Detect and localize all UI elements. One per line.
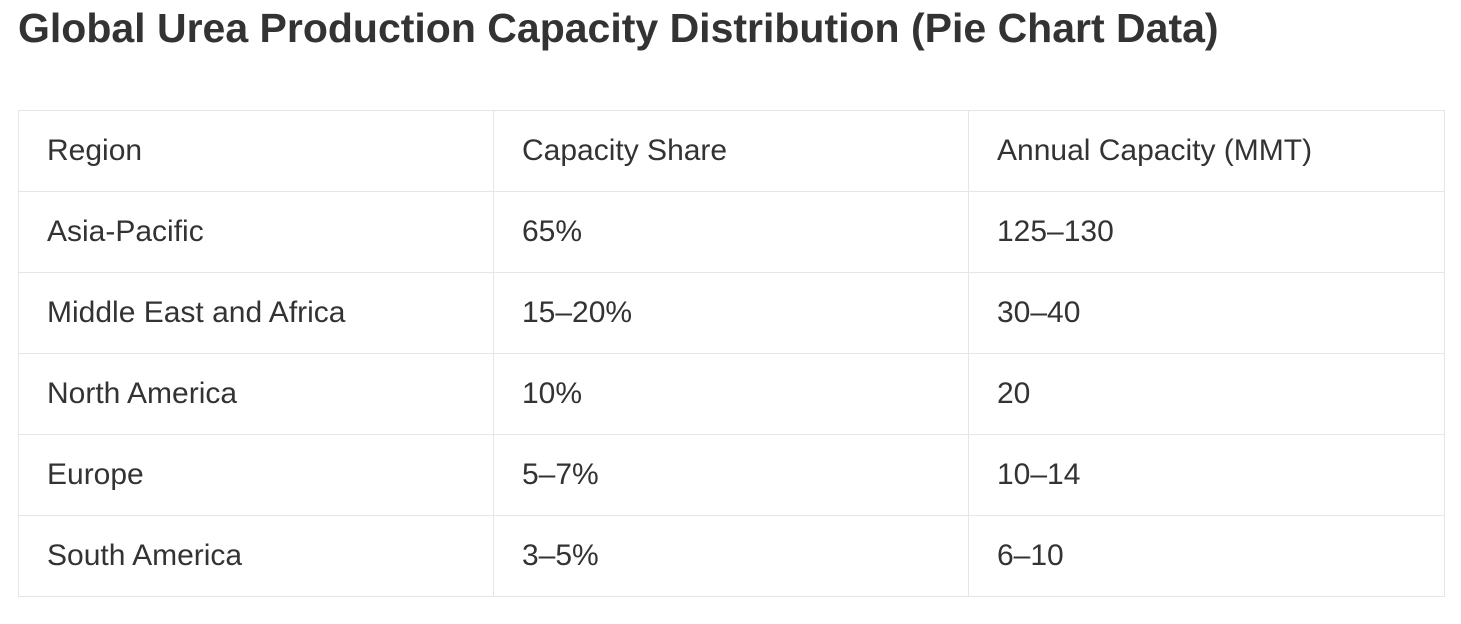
capacity-table: Region Capacity Share Annual Capacity (M…	[18, 110, 1445, 597]
table-row: South America 3–5% 6–10	[18, 515, 1445, 597]
cell-capacity-share: 5–7%	[493, 434, 969, 516]
cell-region: North America	[18, 353, 494, 435]
table-header-row: Region Capacity Share Annual Capacity (M…	[18, 110, 1445, 192]
table-row: Europe 5–7% 10–14	[18, 434, 1445, 516]
header-annual-capacity: Annual Capacity (MMT)	[968, 110, 1445, 192]
cell-capacity-share: 10%	[493, 353, 969, 435]
cell-annual-capacity: 30–40	[968, 272, 1445, 354]
header-region: Region	[18, 110, 494, 192]
cell-annual-capacity: 10–14	[968, 434, 1445, 516]
cell-annual-capacity: 20	[968, 353, 1445, 435]
cell-region: South America	[18, 515, 494, 597]
cell-annual-capacity: 125–130	[968, 191, 1445, 273]
cell-region: Middle East and Africa	[18, 272, 494, 354]
table-row: Asia-Pacific 65% 125–130	[18, 191, 1445, 273]
cell-region: Europe	[18, 434, 494, 516]
page-title: Global Urea Production Capacity Distribu…	[18, 5, 1219, 51]
cell-annual-capacity: 6–10	[968, 515, 1445, 597]
cell-capacity-share: 65%	[493, 191, 969, 273]
table-row: Middle East and Africa 15–20% 30–40	[18, 272, 1445, 354]
cell-capacity-share: 15–20%	[493, 272, 969, 354]
cell-capacity-share: 3–5%	[493, 515, 969, 597]
header-capacity-share: Capacity Share	[493, 110, 969, 192]
table-row: North America 10% 20	[18, 353, 1445, 435]
cell-region: Asia-Pacific	[18, 191, 494, 273]
